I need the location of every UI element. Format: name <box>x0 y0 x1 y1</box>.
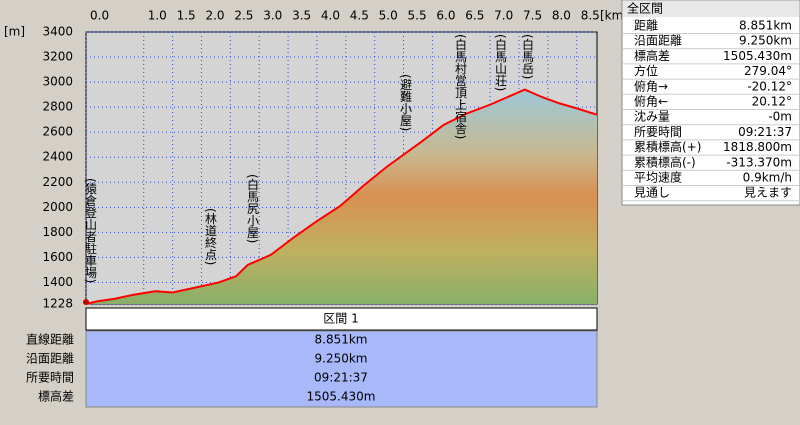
summary-value: -20.12° <box>747 79 792 93</box>
summary-label: 所要時間 <box>634 125 682 139</box>
summary-label: 見通し <box>634 186 670 200</box>
summary-label: 沿面距離 <box>634 34 682 48</box>
x-tick-label: 3.0 <box>263 9 282 23</box>
x-tick-label: 7.5 <box>523 9 542 23</box>
annotation: (林道終点) <box>204 208 218 265</box>
summary-label: 平均速度 <box>634 170 682 185</box>
section-value: 9.250km <box>315 352 368 366</box>
section-header: 区間 1 <box>323 312 358 326</box>
annotation: (白馬村営頂上宿舎) <box>454 34 468 139</box>
summary-label: 累積標高(-) <box>634 154 696 169</box>
x-tick-label: 8.5 <box>581 9 600 23</box>
summary-title: 全区間 <box>627 1 663 16</box>
y-tick-label: 2200 <box>42 175 73 189</box>
summary-value: -0m <box>768 110 792 124</box>
section-label: 標高差 <box>38 389 74 404</box>
x-tick-label: 2.5 <box>234 9 253 23</box>
x-unit: [km] <box>600 9 628 23</box>
start-marker <box>83 299 89 305</box>
y-tick-label: 1800 <box>42 225 73 239</box>
x-tick-label: 1.5 <box>177 9 196 23</box>
x-tick-label: 0.0 <box>90 9 109 23</box>
summary-value: 0.9km/h <box>743 171 792 185</box>
y-tick-label: 3000 <box>42 75 73 89</box>
section-header-cell <box>85 307 598 331</box>
x-tick-label: 5.5 <box>408 9 427 23</box>
section-label: 所要時間 <box>26 371 74 385</box>
summary-value: 09:21:37 <box>738 125 792 139</box>
annotation: (避難小屋) <box>399 74 413 131</box>
section-values-bg <box>85 330 598 408</box>
summary-label: 標高差 <box>634 48 670 63</box>
y-tick-label: 2800 <box>42 100 73 114</box>
summary-value: 見えます <box>744 186 792 200</box>
y-tick-label: 1400 <box>42 275 73 289</box>
summary-label: 沈み量 <box>634 109 670 124</box>
x-tick-label: 7.0 <box>494 9 513 23</box>
elevation-area <box>86 89 597 304</box>
summary-value: -313.370m <box>726 155 792 169</box>
section-value: 8.851km <box>315 333 368 347</box>
x-tick-label: 4.0 <box>321 9 340 23</box>
y-tick-label: 2400 <box>42 150 73 164</box>
x-tick-label: 4.5 <box>350 9 369 23</box>
summary-value: 9.250km <box>739 34 792 48</box>
summary-value: 279.04° <box>744 64 792 78</box>
x-tick-label: 8.0 <box>552 9 571 23</box>
y-unit: [m] <box>4 25 25 39</box>
section-label: 直線距離 <box>26 332 74 347</box>
elevation-line <box>85 88 598 305</box>
summary-label: 俯角→ <box>634 78 668 93</box>
x-tick-label: 6.0 <box>436 9 455 23</box>
section-label: 沿面距離 <box>26 352 74 366</box>
x-tick-label: 3.5 <box>292 9 311 23</box>
x-tick-label: 2.0 <box>205 9 224 23</box>
summary-value: 1818.800m <box>723 140 792 154</box>
x-tick-label: 5.0 <box>379 9 398 23</box>
summary-label: 方位 <box>634 63 658 78</box>
summary-value: 8.851km <box>739 19 792 33</box>
y-tick-label: 2000 <box>42 200 73 214</box>
y-tick-label: 3200 <box>42 50 73 64</box>
annotation: (白馬尻小屋) <box>246 174 260 243</box>
summary-value: 20.12° <box>752 95 792 109</box>
x-tick-label: 1.0 <box>148 9 167 23</box>
section-value: 1505.430m <box>307 390 376 404</box>
y-tick-label: 3400 <box>42 25 73 39</box>
summary-label: 俯角← <box>634 94 668 109</box>
y-tick-label: 1600 <box>42 250 73 264</box>
summary-label: 累積標高(+) <box>634 139 701 154</box>
annotation: (猿倉登山者駐車場) <box>84 178 98 283</box>
annotation: (白馬岳) <box>521 34 535 79</box>
y-tick-label: 1228 <box>42 297 73 311</box>
section-value: 09:21:37 <box>314 371 368 385</box>
summary-label: 距離 <box>634 19 658 33</box>
x-tick-label: 6.5 <box>465 9 484 23</box>
summary-title-bg <box>623 1 799 17</box>
summary-panel <box>621 0 800 206</box>
annotation: (白馬山荘) <box>494 34 508 91</box>
y-tick-label: 2600 <box>42 125 73 139</box>
summary-value: 1505.430m <box>723 49 792 63</box>
